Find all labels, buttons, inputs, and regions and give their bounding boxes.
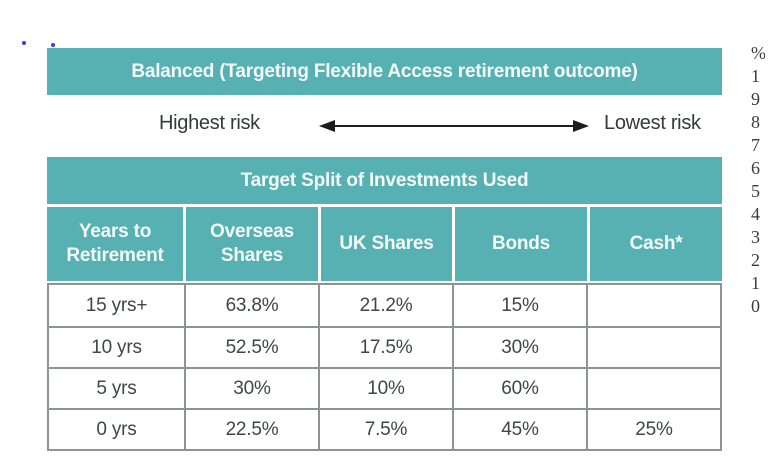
axis-label: 1 bbox=[751, 273, 760, 293]
allocation-table-body: 15 yrs+ 63.8% 21.2% 15% 10 yrs 52.5% 17.… bbox=[47, 283, 722, 451]
axis-label: 1 bbox=[751, 66, 760, 86]
table-cell: 25% bbox=[586, 408, 720, 449]
highest-risk-label: Highest risk bbox=[159, 112, 260, 134]
risk-scale: Highest risk Lowest risk bbox=[47, 112, 722, 146]
table-cell: 30% bbox=[452, 326, 586, 367]
table-cell: 22.5% bbox=[184, 408, 318, 449]
column-header-bonds: Bonds bbox=[452, 207, 587, 281]
axis-label: % bbox=[751, 43, 765, 63]
column-header-overseas-shares: Overseas Shares bbox=[183, 207, 318, 281]
table-cell: 5 yrs bbox=[49, 367, 184, 408]
clipped-chart-axis: % 1 9 8 7 6 5 4 3 2 1 0 bbox=[751, 42, 765, 318]
table-cell bbox=[586, 285, 720, 326]
table-cell: 17.5% bbox=[318, 326, 452, 367]
table-cell: 60% bbox=[452, 367, 586, 408]
stray-dot bbox=[22, 41, 26, 45]
axis-label: 8 bbox=[751, 112, 760, 132]
strategy-title-bar: Balanced (Targeting Flexible Access reti… bbox=[47, 48, 722, 95]
strategy-title: Balanced (Targeting Flexible Access reti… bbox=[131, 60, 638, 82]
table-cell: 15% bbox=[452, 285, 586, 326]
table-cell: 63.8% bbox=[184, 285, 318, 326]
table-cell: 15 yrs+ bbox=[49, 285, 184, 326]
table-header-row: Years to Retirement Overseas Shares UK S… bbox=[47, 207, 722, 281]
axis-label: 6 bbox=[751, 158, 760, 178]
table-cell: 21.2% bbox=[318, 285, 452, 326]
table-cell bbox=[586, 367, 720, 408]
table-cell bbox=[586, 326, 720, 367]
table-cell: 7.5% bbox=[318, 408, 452, 449]
column-header-cash: Cash* bbox=[587, 207, 722, 281]
table-cell: 10 yrs bbox=[49, 326, 184, 367]
axis-label: 2 bbox=[751, 250, 760, 270]
axis-label: 5 bbox=[751, 181, 760, 201]
table-cell: 0 yrs bbox=[49, 408, 184, 449]
risk-arrow-icon bbox=[319, 117, 589, 140]
table-cell: 10% bbox=[318, 367, 452, 408]
table-cell: 45% bbox=[452, 408, 586, 449]
stray-dot bbox=[51, 43, 55, 47]
axis-label: 4 bbox=[751, 204, 760, 224]
column-header-uk-shares: UK Shares bbox=[318, 207, 452, 281]
table-title-bar: Target Split of Investments Used bbox=[47, 157, 722, 204]
table-cell: 30% bbox=[184, 367, 318, 408]
axis-label: 3 bbox=[751, 227, 760, 247]
table-cell: 52.5% bbox=[184, 326, 318, 367]
table-title: Target Split of Investments Used bbox=[240, 169, 529, 191]
axis-label: 0 bbox=[751, 296, 760, 316]
axis-label: 9 bbox=[751, 89, 760, 109]
axis-label: 7 bbox=[751, 135, 760, 155]
lowest-risk-label: Lowest risk bbox=[604, 112, 701, 134]
column-header-years-to-retirement: Years to Retirement bbox=[47, 207, 183, 281]
